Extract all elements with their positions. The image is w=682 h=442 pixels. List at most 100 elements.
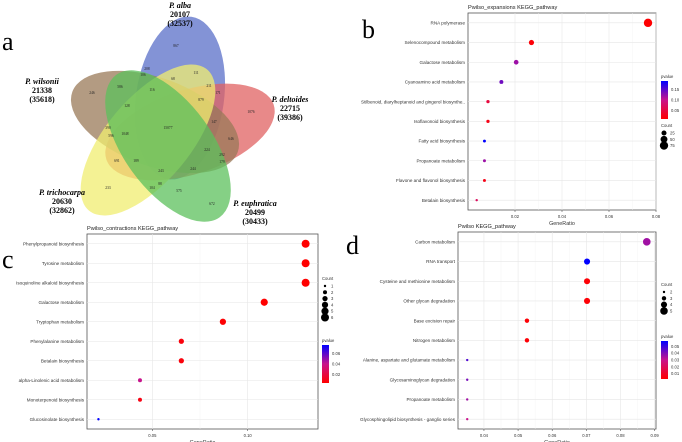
venn-region-count: 189: [133, 159, 139, 163]
pvalue-legend-label: 0.04: [332, 362, 341, 367]
venn-region-count: 246: [89, 91, 95, 95]
count-legend-label: 6: [331, 315, 334, 320]
venn-region-count: 596: [108, 134, 114, 138]
category-label: Betalain biosynthesis: [422, 198, 466, 203]
category-label: Selenocompound metabolism: [404, 40, 465, 45]
category-label: Cysteine and methionine metabolism: [380, 279, 455, 284]
species-name: P. alba: [169, 1, 191, 10]
gene-family-count: 21338: [32, 86, 52, 95]
x-tick-label: 0.04: [480, 433, 489, 438]
pvalue-legend-title: pvalue: [661, 334, 674, 339]
venn-region-count: 691: [114, 159, 120, 163]
pvalue-legend-label: 0.03: [671, 358, 680, 363]
data-point: [260, 298, 268, 306]
count-legend-label: 2: [670, 290, 673, 295]
gene-family-count: 20630: [52, 197, 72, 206]
data-point: [301, 278, 310, 287]
x-tick-label: 0.06: [605, 214, 614, 219]
category-label: Cyanoamino acid metabolism: [405, 80, 465, 85]
venn-region-count: 128: [124, 104, 130, 108]
data-point: [178, 358, 184, 364]
x-tick-label: 0.05: [514, 433, 523, 438]
x-tick-label: 0.06: [548, 433, 557, 438]
count-legend-label: 5: [331, 309, 334, 314]
venn-region-count: 179: [219, 160, 225, 164]
count-legend-dot: [659, 141, 669, 150]
category-label: Phenylalanine metabolism: [30, 339, 84, 344]
species-name: P. euphratica: [233, 199, 276, 208]
count-legend-label: 4: [331, 302, 334, 307]
count-legend-dot: [660, 307, 668, 315]
pvalue-legend-label: 0.01: [671, 371, 680, 376]
count-legend-label: 4: [670, 302, 673, 307]
data-point: [97, 418, 100, 421]
data-point: [137, 397, 142, 402]
data-point: [642, 238, 651, 246]
data-point: [178, 338, 184, 344]
species-name: P. wilsonii: [25, 77, 59, 86]
venn-region-count: 672: [209, 202, 215, 206]
dotplot-b: b Pwilso_expansions KEGG_pathway 0.02 0.04 0…: [361, 5, 680, 227]
venn-region-count: 586: [117, 85, 123, 89]
venn-region-count: 68: [171, 77, 175, 81]
count-legend-label: 5: [670, 308, 673, 313]
category-label: Betalain biosynthesis: [41, 358, 85, 363]
chart-title: Pwilso_expansions KEGG_pathway: [468, 5, 557, 11]
category-label: Base excision repair: [414, 318, 456, 323]
gene-total: (32862): [49, 206, 75, 215]
category-label: Glucosinolate biosynthesis: [30, 417, 85, 422]
category-label: Monoterpenoid biosynthesis: [27, 397, 85, 402]
data-point: [643, 18, 653, 28]
x-tick-label: 0.08: [616, 433, 625, 438]
data-point: [482, 139, 486, 143]
panel-letter-a: a: [2, 27, 14, 56]
category-label: Glycosaminoglycan degradation: [390, 377, 456, 382]
data-point: [466, 378, 469, 381]
category-label: Phenylpropanoid biosynthesis: [23, 241, 85, 246]
chart-title: Pwilso_contractions KEGG_pathway: [87, 226, 178, 232]
venn-region-count: 147: [211, 120, 217, 124]
venn-region-count: 879: [198, 98, 204, 102]
gene-total: (32537): [167, 19, 193, 28]
venn-region-count: 390: [105, 126, 111, 130]
category-label: Nitrogen metabolism: [413, 338, 455, 343]
category-label: Propanoate metabolism: [406, 397, 455, 402]
count-legend-dot: [323, 284, 327, 288]
venn-region-count: 106: [140, 73, 146, 77]
category-label: Propanoate metabolism: [416, 158, 465, 163]
venn-region-count: 1076: [247, 110, 254, 114]
pvalue-colorbar: [661, 341, 668, 379]
pvalue-colorbar: [322, 345, 329, 383]
count-legend-label: 3: [670, 296, 673, 301]
data-point: [482, 159, 486, 163]
x-tick-label: 0.10: [244, 433, 253, 438]
pvalue-legend-label: 0.15: [671, 87, 680, 92]
data-point: [301, 259, 310, 268]
species-name: P. deltoides: [272, 95, 309, 104]
panel-letter-c: c: [2, 245, 14, 274]
venn-region-count: 646: [228, 137, 234, 141]
x-tick-label: 0.08: [652, 214, 661, 219]
category-label: alpha-Linolenic acid metabolism: [19, 378, 85, 383]
venn-region-count: 244: [190, 167, 196, 171]
plot-panel: [457, 231, 657, 430]
category-label: Fatty acid biosynthesis: [419, 139, 466, 144]
x-axis-label: GeneRatio: [544, 440, 570, 442]
data-point: [301, 239, 310, 248]
gene-total: (30433): [242, 217, 268, 226]
data-point: [583, 258, 591, 265]
pvalue-legend-label: 0.02: [332, 372, 341, 377]
chart-title: Pwilso KEGG_pathway: [458, 224, 516, 230]
venn-region-count: 88: [158, 182, 162, 186]
count-legend-dot: [660, 301, 668, 308]
venn-region-count: 1048: [121, 132, 128, 136]
x-axis-label: GeneRatio: [549, 221, 575, 227]
data-point: [513, 59, 519, 65]
data-point: [524, 318, 530, 323]
category-label: Alanine, aspartate and glutamate metabol…: [363, 358, 455, 363]
venn-region-count: 575: [176, 189, 182, 193]
